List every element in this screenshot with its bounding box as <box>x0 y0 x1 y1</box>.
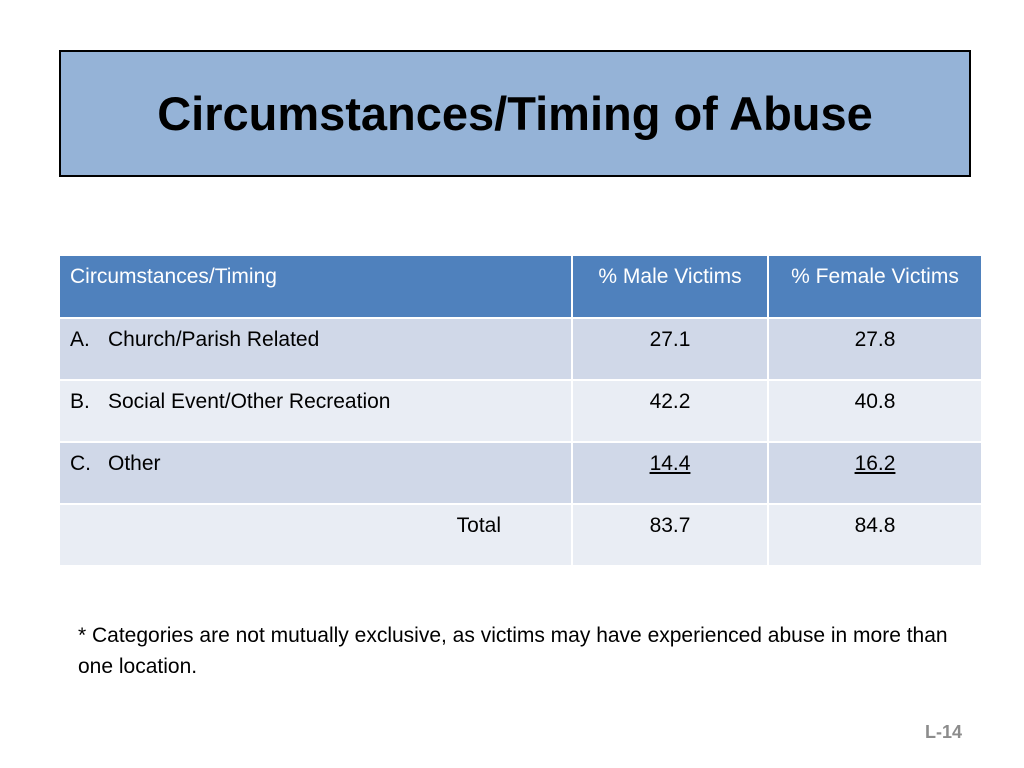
header-female-victims: % Female Victims <box>768 256 981 319</box>
male-value: 14.4 <box>572 442 769 505</box>
male-value: 27.1 <box>572 318 769 381</box>
total-row: Total 83.7 84.8 <box>60 504 981 567</box>
row-label-cell: B. Social Event/Other Recreation <box>60 380 573 443</box>
female-value: 27.8 <box>768 318 981 381</box>
header-circumstances: Circumstances/Timing <box>60 256 573 319</box>
row-label: Other <box>108 452 161 475</box>
header-male-victims: % Male Victims <box>572 256 769 319</box>
data-table: Circumstances/Timing % Male Victims % Fe… <box>60 256 981 567</box>
table-header-row: Circumstances/Timing % Male Victims % Fe… <box>60 256 981 319</box>
row-marker: B. <box>70 390 90 413</box>
slide-title: Circumstances/Timing of Abuse <box>157 87 873 140</box>
table-row: B. Social Event/Other Recreation 42.2 40.… <box>60 380 981 443</box>
female-value: 16.2 <box>768 442 981 505</box>
row-label: Social Event/Other Recreation <box>108 390 391 413</box>
row-marker: C. <box>70 452 91 475</box>
female-value: 40.8 <box>768 380 981 443</box>
female-value-underlined: 16.2 <box>854 452 896 475</box>
total-male-value: 83.7 <box>572 504 769 567</box>
total-label: Total <box>60 504 573 567</box>
row-label-cell: A. Church/Parish Related <box>60 318 573 381</box>
row-marker: A. <box>70 328 90 351</box>
table-row: A. Church/Parish Related 27.1 27.8 <box>60 318 981 381</box>
male-value: 42.2 <box>572 380 769 443</box>
table-row: C. Other 14.4 16.2 <box>60 442 981 505</box>
slide-number: L-14 <box>924 722 962 742</box>
total-female-value: 84.8 <box>768 504 981 567</box>
row-label-cell: C. Other <box>60 442 573 505</box>
title-box: Circumstances/Timing of Abuse <box>59 50 971 177</box>
male-value-underlined: 14.4 <box>649 452 691 475</box>
row-label: Church/Parish Related <box>108 328 320 351</box>
footnote: * Categories are not mutually exclusive,… <box>78 624 948 678</box>
